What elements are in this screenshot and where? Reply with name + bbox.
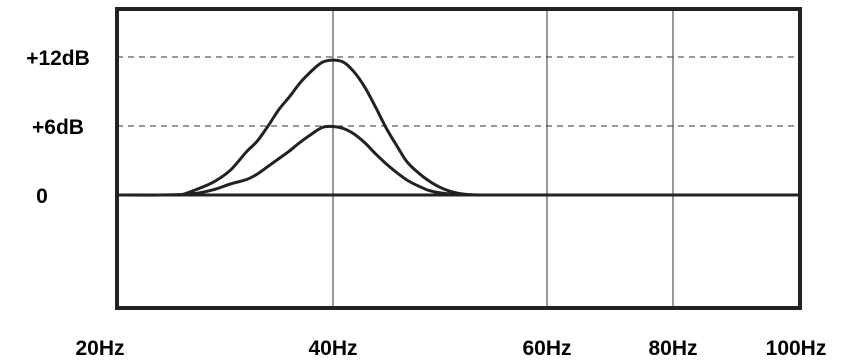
grid-layer xyxy=(117,9,800,308)
curve-layer xyxy=(115,58,549,197)
x-tick-label: 20Hz xyxy=(75,337,124,360)
y-tick-label: +12dB xyxy=(26,47,90,70)
x-tick-label: 60Hz xyxy=(522,337,571,360)
eq-curve-2 xyxy=(115,124,549,197)
plot-frame xyxy=(115,7,802,310)
x-tick-label: 40Hz xyxy=(308,337,357,360)
eq-curve-1 xyxy=(180,58,549,197)
y-tick-label: 0 xyxy=(36,185,48,208)
x-tick-label: 80Hz xyxy=(648,337,697,360)
label-layer: 0 +6dB +12dB 20Hz 40Hz 60Hz 80Hz 100Hz xyxy=(26,47,826,360)
y-tick-label: +6dB xyxy=(32,116,84,139)
x-tick-label: 100Hz xyxy=(766,337,827,360)
